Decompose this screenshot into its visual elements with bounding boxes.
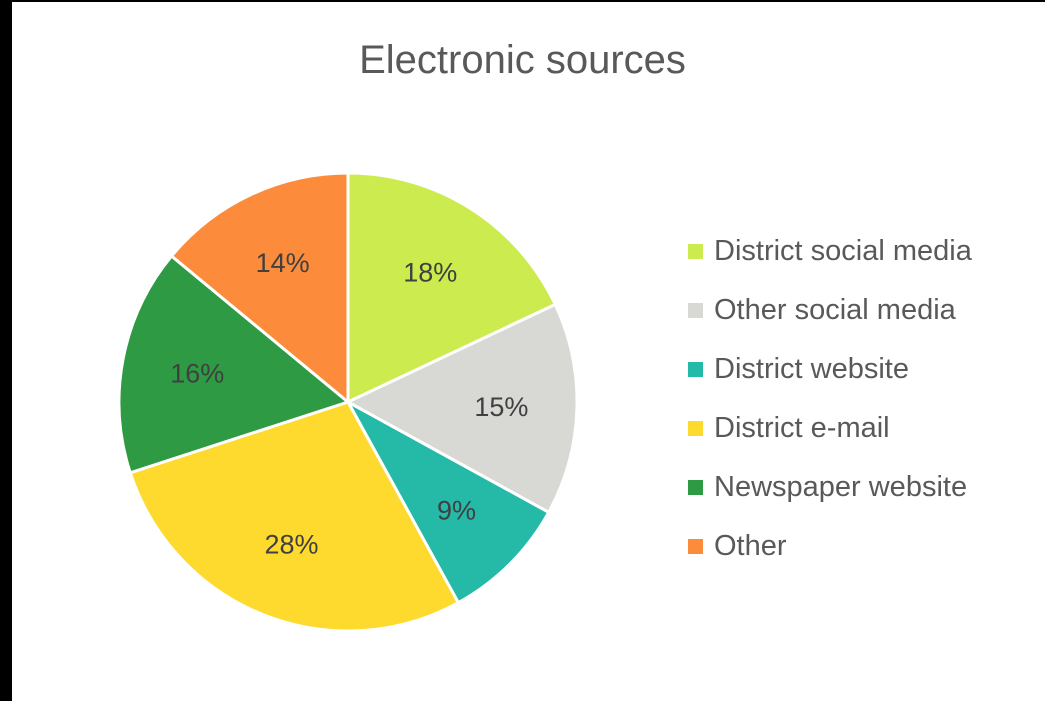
pie-labels: 18% 15% 9% 28% 16% 14% — [170, 248, 528, 559]
legend-item-other-social-media: Other social media — [688, 281, 972, 340]
pie-slice-newspaper-website — [117, 253, 352, 475]
legend-item-district-website: District website — [688, 340, 972, 399]
legend-item-district-social-media: District social media — [688, 222, 972, 281]
pie-slice-district-e-mail — [128, 400, 461, 633]
pie-slice-district-website — [344, 398, 551, 605]
legend-item-newspaper-website: Newspaper website — [688, 458, 972, 517]
pie-slice-other-social-media — [344, 302, 579, 515]
legend: District social media Other social media D… — [688, 222, 972, 576]
pie-slice-other — [169, 171, 350, 406]
legend-swatch-district-social-media — [688, 244, 703, 259]
data-label-other: 14% — [256, 248, 310, 278]
legend-label-district-website: District website — [714, 353, 909, 385]
pie-slice-district-social-media — [346, 171, 558, 405]
pie-slices — [117, 171, 579, 633]
legend-label-newspaper-website: Newspaper website — [714, 471, 968, 503]
legend-item-other: Other — [688, 517, 972, 576]
legend-item-district-e-mail: District e-mail — [688, 399, 972, 458]
legend-label-district-social-media: District social media — [714, 235, 972, 267]
data-label-district-social-media: 18% — [403, 257, 457, 287]
legend-swatch-district-e-mail — [688, 421, 703, 436]
legend-swatch-district-website — [688, 362, 703, 377]
data-label-newspaper-website: 16% — [170, 358, 224, 388]
legend-label-other-social-media: Other social media — [714, 294, 956, 326]
data-label-district-e-mail: 28% — [264, 530, 318, 560]
legend-label-other: Other — [714, 530, 787, 562]
legend-swatch-other — [688, 539, 703, 554]
data-label-district-website: 9% — [437, 495, 476, 525]
chart-title: Electronic sources — [359, 38, 686, 82]
legend-label-district-e-mail: District e-mail — [714, 412, 890, 444]
legend-swatch-newspaper-website — [688, 480, 703, 495]
data-label-other-social-media: 15% — [474, 392, 528, 422]
legend-swatch-other-social-media — [688, 303, 703, 318]
